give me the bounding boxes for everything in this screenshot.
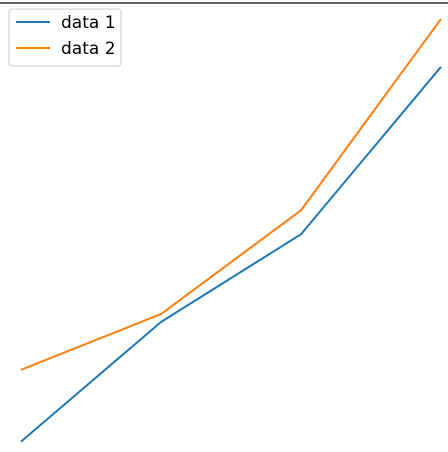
legend: data 1 data 2 <box>8 8 122 67</box>
legend-box <box>8 8 122 67</box>
legend-label-1: data 1 <box>61 13 116 33</box>
series-line-2 <box>20 18 442 371</box>
series-line-1 <box>20 66 442 443</box>
series-lines <box>20 18 442 443</box>
legend-label-2: data 2 <box>61 39 116 59</box>
